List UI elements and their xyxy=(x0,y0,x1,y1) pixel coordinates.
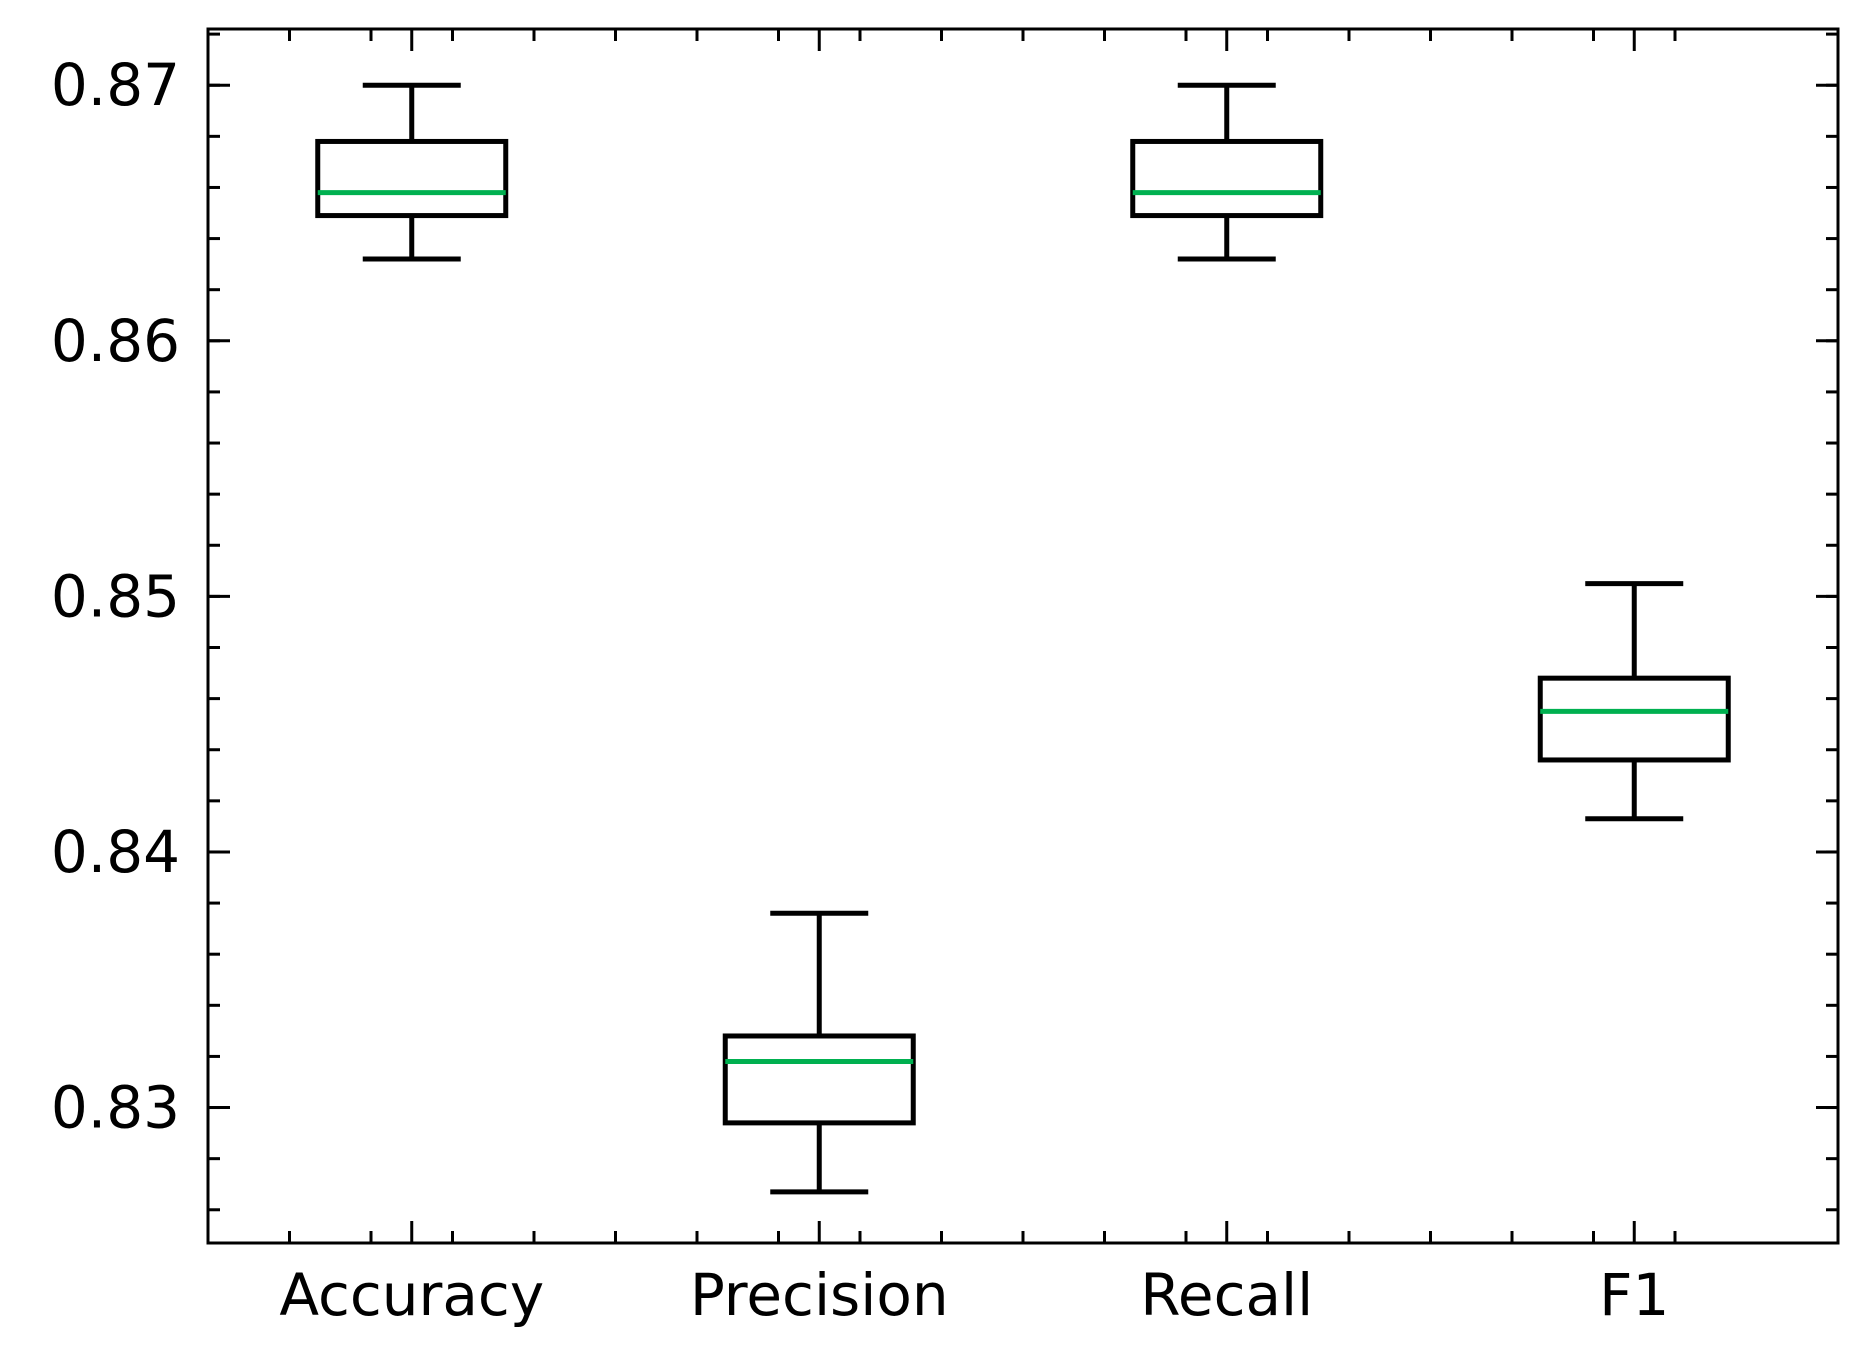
x-tick-label: Accuracy xyxy=(279,1261,544,1329)
y-tick-label: 0.86 xyxy=(51,307,180,375)
box-f1 xyxy=(1537,675,1731,763)
x-tick-label: Precision xyxy=(690,1261,949,1329)
y-tick-label: 0.87 xyxy=(51,51,180,119)
y-tick-label: 0.84 xyxy=(51,818,180,886)
x-tick-label: F1 xyxy=(1599,1261,1669,1329)
x-tick-label: Recall xyxy=(1140,1261,1313,1329)
box-accuracy xyxy=(315,138,509,219)
y-tick-label: 0.83 xyxy=(51,1074,180,1142)
plot-frame xyxy=(206,27,1840,1245)
box-recall xyxy=(1130,138,1324,219)
box-precision xyxy=(722,1033,916,1126)
y-tick-label: 0.85 xyxy=(51,562,180,630)
